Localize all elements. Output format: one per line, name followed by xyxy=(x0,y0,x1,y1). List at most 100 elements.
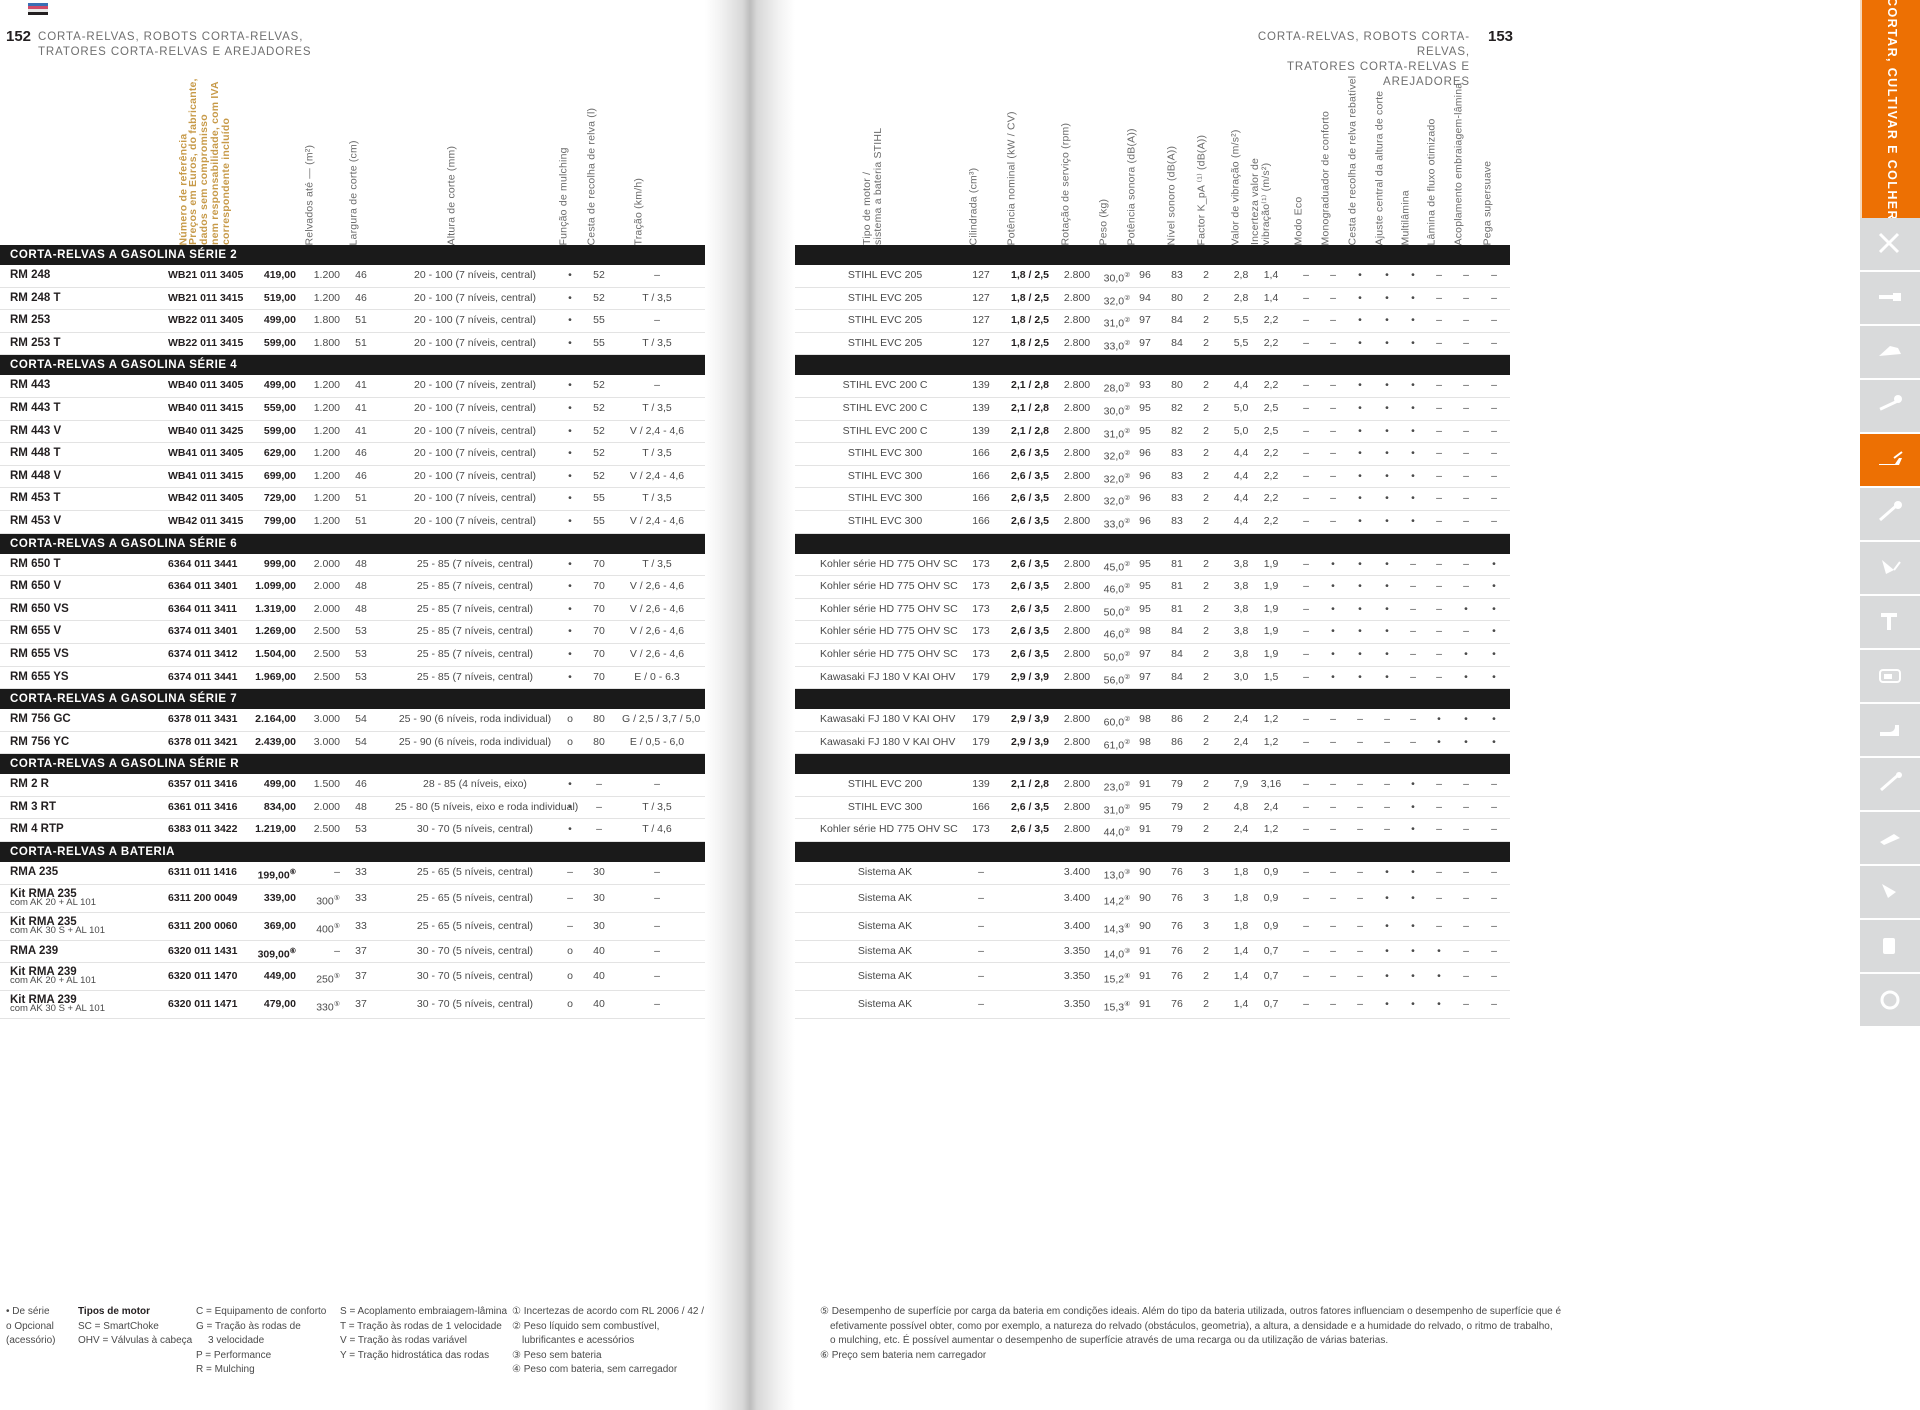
cell-sound_p: 86 xyxy=(1171,735,1183,748)
cell-engine: STIHL EVC 200 C xyxy=(842,401,928,414)
cell-feature-6: – xyxy=(1463,891,1469,904)
cell-width: 51 xyxy=(355,336,367,349)
cell-rpm: 2.800 xyxy=(1063,424,1091,437)
page-title-left-line2: TRATORES CORTA-RELVAS E AREJADORES xyxy=(38,46,312,58)
cell-rpm: 3.400 xyxy=(1063,891,1091,904)
cell-feature-0: – xyxy=(1303,291,1309,304)
model-name: RM 756 YC xyxy=(10,735,70,748)
table-row[interactable]: RM 756 YC 6378 011 3421 2.439,00 3.000 54 25 … xyxy=(0,732,1510,755)
column-header-20: Cesta de recolha de relva rebatível xyxy=(1346,75,1359,245)
column-header-5: Função de mulching xyxy=(557,146,570,245)
table-row[interactable]: RM 448 V WB41 011 3415 699,00 1.200 46 20 - 1… xyxy=(0,466,1510,489)
cell-area: 1.200 xyxy=(313,291,340,304)
cell-disp: 166 xyxy=(972,800,990,813)
cell-feature-7: – xyxy=(1491,469,1497,482)
legend-column-0: • De série o Opcional (acessório) xyxy=(6,1305,55,1349)
cell-mulch: • xyxy=(568,647,572,660)
legend-line: o mulching, etc. É possível aumentar o d… xyxy=(830,1335,1389,1346)
cell-power: 2,6 / 3,5 xyxy=(1011,800,1049,813)
cell-area: 2.500 xyxy=(313,823,340,836)
table-row[interactable]: RM 453 T WB42 011 3405 729,00 1.200 51 20 - 1… xyxy=(0,488,1510,511)
table-row[interactable]: RM 650 T 6364 011 3441 999,00 2.000 48 25 - 8… xyxy=(0,554,1510,577)
table-row[interactable]: Kit RMA 235 com AK 20 + AL 101 6311 200 00… xyxy=(0,885,1510,913)
table-row[interactable]: RM 2 R 6357 011 3416 499,00 1.500 46 28 - 85 … xyxy=(0,774,1510,797)
cell-feature-6: – xyxy=(1463,970,1469,983)
cell-width: 53 xyxy=(355,670,367,683)
hedge-trimmer-icon[interactable] xyxy=(1860,272,1920,326)
cell-sound_p: 84 xyxy=(1171,670,1183,683)
pole-pruner-icon[interactable] xyxy=(1860,380,1920,434)
cell-drive: G / 2,5 / 3,7 / 5,0 xyxy=(622,713,701,726)
cell-vib_u: 1,4 xyxy=(1263,269,1279,281)
cell-feature-1: • xyxy=(1331,602,1335,615)
cell-kpa: 2 xyxy=(1203,602,1209,615)
model-name: RMA 235 xyxy=(10,866,59,879)
robot-mower-icon[interactable] xyxy=(1860,650,1920,704)
cell-sound_p: 84 xyxy=(1171,314,1183,327)
table-row[interactable]: RM 253 WB22 011 3405 499,00 1.800 51 20 - 100… xyxy=(0,310,1510,333)
table-row[interactable]: RM 4 RTP 6383 011 3422 1.219,00 2.500 53 30 -… xyxy=(0,819,1510,843)
cell-feature-6: – xyxy=(1463,336,1469,349)
table-row[interactable]: Kit RMA 235 com AK 30 S + AL 101 6311 200 … xyxy=(0,913,1510,941)
cell-feature-6: – xyxy=(1463,778,1469,791)
table-row[interactable]: RM 443 WB40 011 3405 499,00 1.200 41 20 - 100… xyxy=(0,375,1510,398)
model-name: RM 248 xyxy=(10,269,51,281)
legend-line: S = Acoplamento embraiagem-lâmina xyxy=(340,1306,508,1317)
string-trimmer-icon[interactable] xyxy=(1860,488,1920,542)
cell-feature-4: • xyxy=(1411,919,1415,932)
cell-disp: 173 xyxy=(972,557,990,570)
table-row[interactable]: Kit RMA 239 com AK 20 + AL 101 6320 011 14… xyxy=(0,963,1510,992)
sidebar-active-tab[interactable]: CORTAR, CULTIVAR E COLHER xyxy=(1860,0,1920,221)
table-row[interactable]: RM 448 T WB41 011 3405 629,00 1.200 46 20 - 1… xyxy=(0,443,1510,466)
blower-icon[interactable] xyxy=(1860,704,1920,758)
cell-basket: 52 xyxy=(593,424,605,437)
cell-drive: – xyxy=(654,919,660,932)
cell-engine: STIHL EVC 300 xyxy=(847,469,923,482)
table-row[interactable]: RM 650 V 6364 011 3401 1.099,00 2.000 48 25 -… xyxy=(0,576,1510,599)
cell-drive: T / 4,6 xyxy=(642,823,672,836)
cell-vib_u: 1,4 xyxy=(1263,291,1279,304)
cell-feature-5: • xyxy=(1437,970,1441,983)
cell-power: 2,9 / 3,9 xyxy=(1011,670,1049,683)
tiller-icon[interactable] xyxy=(1860,596,1920,650)
table-row[interactable]: RM 756 GC 6378 011 3431 2.164,00 3.000 54 25 … xyxy=(0,709,1510,732)
table-row[interactable]: RMA 235 6311 011 1416 199,00⑥ – 33 25 - 65 (5… xyxy=(0,862,1510,885)
table-row[interactable]: RM 655 YS 6374 011 3441 1.969,00 2.500 53 25 … xyxy=(0,667,1510,690)
accessory-icon[interactable] xyxy=(1860,974,1920,1028)
brushcutter-icon[interactable] xyxy=(1860,326,1920,380)
cell-vib: 3,8 xyxy=(1233,647,1249,660)
table-row[interactable]: RM 453 V WB42 011 3415 799,00 1.200 51 20 - 1… xyxy=(0,511,1510,534)
column-header-4: Altura de corte (mm) xyxy=(445,145,458,245)
cell-weight: 46,0② xyxy=(1103,628,1131,641)
cell-sound_pw: 90 xyxy=(1139,891,1151,904)
lawn-mower-icon[interactable] xyxy=(1860,434,1920,488)
scarifier-icon[interactable] xyxy=(1860,542,1920,596)
table-row[interactable]: RM 248 WB21 011 3405 419,00 1.200 46 20 - 100… xyxy=(0,265,1510,288)
shredder-icon[interactable] xyxy=(1860,866,1920,920)
table-row[interactable]: RM 248 T WB21 011 3415 519,00 1.200 46 20 - 1… xyxy=(0,288,1510,311)
footnote-marker: ⑤ xyxy=(333,922,340,930)
table-row[interactable]: Kit RMA 239 com AK 30 S + AL 101 6320 011 … xyxy=(0,991,1510,1020)
cell-price: 499,00 xyxy=(263,314,296,327)
table-row[interactable]: RM 655 VS 6374 011 3412 1.504,00 2.500 53 25 … xyxy=(0,644,1510,667)
cell-drive: – xyxy=(654,891,660,904)
sprayer-icon[interactable] xyxy=(1860,758,1920,812)
table-row[interactable]: RMA 239 6320 011 1431 309,00⑥ – 37 30 - 70 (5… xyxy=(0,941,1510,964)
pressure-washer-icon[interactable] xyxy=(1860,920,1920,974)
table-row[interactable]: RM 3 RT 6361 011 3416 834,00 2.000 48 25 - 80… xyxy=(0,797,1510,820)
cell-drive: – xyxy=(654,314,660,327)
cell-engine: STIHL EVC 200 xyxy=(847,778,923,791)
sweeper-icon[interactable] xyxy=(1860,812,1920,866)
cell-basket: 40 xyxy=(593,998,605,1011)
table-row[interactable]: RM 443 T WB40 011 3415 559,00 1.200 41 20 - 1… xyxy=(0,398,1510,421)
cell-basket: 70 xyxy=(593,557,605,570)
table-row[interactable]: RM 253 T WB22 011 3415 599,00 1.800 51 20 - 1… xyxy=(0,333,1510,356)
cell-width: 41 xyxy=(355,424,367,437)
table-row[interactable]: RM 655 V 6374 011 3401 1.269,00 2.500 53 25 -… xyxy=(0,621,1510,644)
table-row[interactable]: RM 443 V WB40 011 3425 599,00 1.200 41 20 - 1… xyxy=(0,421,1510,444)
cell-feature-4: • xyxy=(1411,778,1415,791)
table-row[interactable]: RM 650 VS 6364 011 3411 1.319,00 2.000 48 25 … xyxy=(0,599,1510,622)
cell-weight: 15,2④ xyxy=(1103,973,1131,986)
cell-drive: T / 3,5 xyxy=(642,447,672,460)
scissors-icon[interactable] xyxy=(1860,218,1920,272)
